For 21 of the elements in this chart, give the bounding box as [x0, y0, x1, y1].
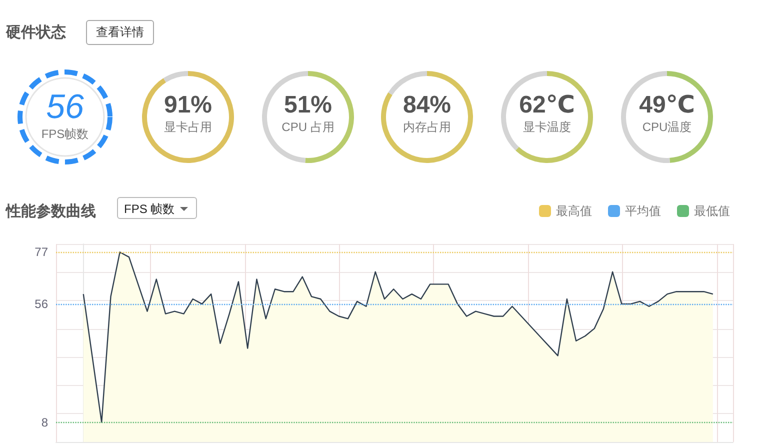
- legend-label: 最低值: [694, 204, 730, 218]
- data-label: 49℃: [639, 92, 695, 118]
- y-tick-label: 77: [34, 245, 48, 260]
- details-button: 查看详情: [86, 20, 154, 45]
- text: 显卡温度: [523, 120, 571, 134]
- text: 硬件状态: [6, 23, 66, 42]
- y-tick-label: 56: [34, 296, 48, 311]
- text: 显卡占用: [164, 120, 212, 134]
- data-label: 62℃: [519, 92, 575, 118]
- text: FPS帧数: [40, 126, 90, 143]
- chart-title: 性能参数曲线: [6, 202, 96, 221]
- data-label: 91%: [164, 92, 212, 118]
- legend-label: 平均值: [625, 204, 661, 218]
- text: CPU温度: [642, 120, 692, 134]
- data-label: 84%: [402, 92, 452, 118]
- y-tick-label: 8: [41, 415, 48, 430]
- text: 内存占用: [403, 120, 451, 134]
- dropdown: FPS 帧数: [117, 197, 197, 219]
- legend-label: 最高值: [556, 204, 592, 218]
- data-label: 51%: [284, 92, 332, 118]
- text: CPU 占用: [282, 120, 334, 134]
